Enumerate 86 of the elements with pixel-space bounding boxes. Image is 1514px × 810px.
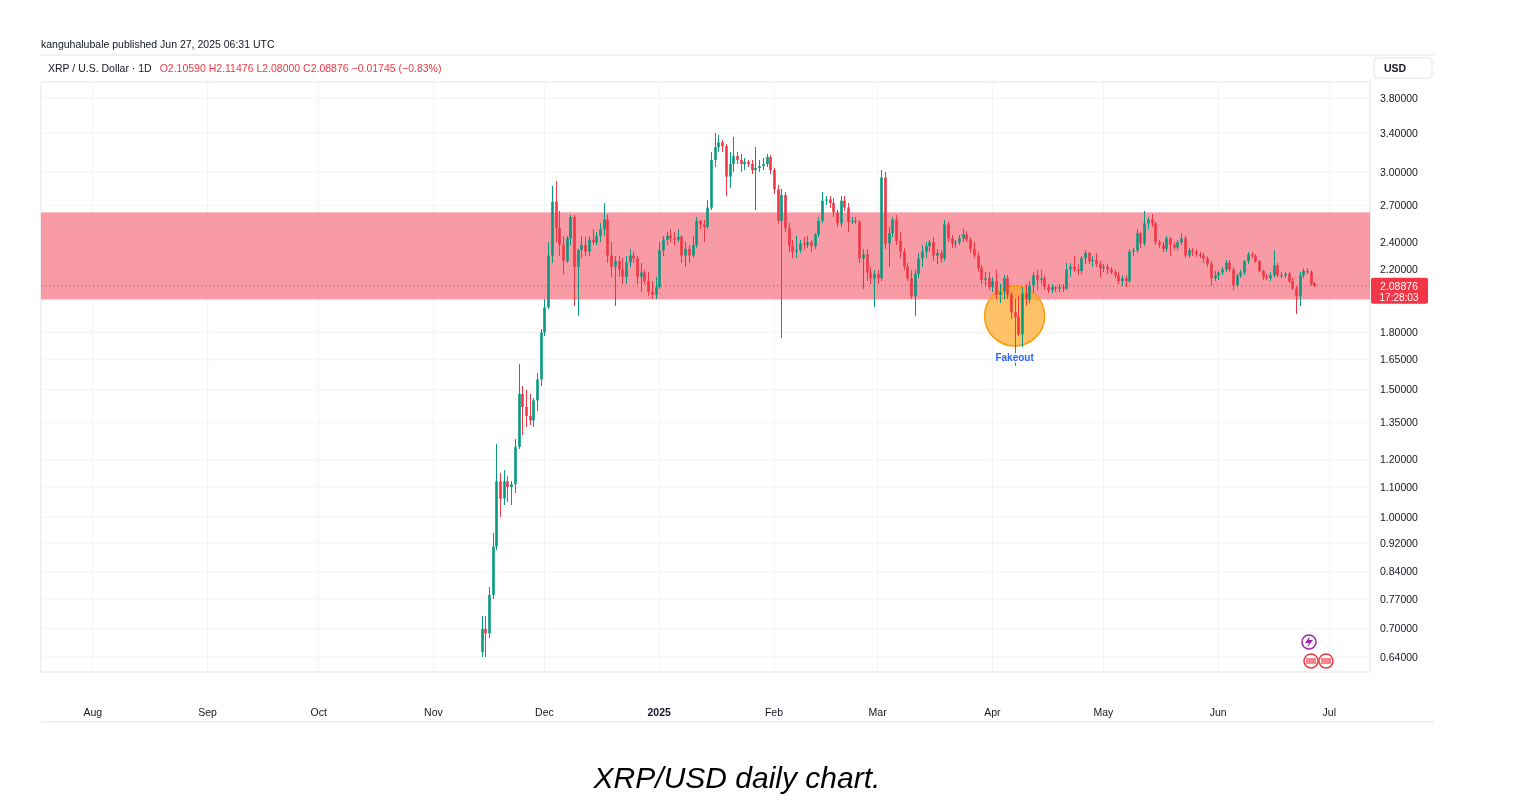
candlestick <box>873 269 876 308</box>
text: kanguhalubale published Jun 27, 2025 06:31 UTC <box>41 38 275 50</box>
x-tick-label: Jun <box>1209 706 1227 718</box>
candlestick <box>680 234 683 264</box>
y-tick-label: 2.20000 <box>1380 263 1419 276</box>
candlestick <box>503 469 506 506</box>
candlestick <box>899 231 902 259</box>
candlestick <box>1169 236 1172 257</box>
candlestick <box>773 167 776 195</box>
candlestick <box>499 472 502 518</box>
candlestick <box>995 269 998 300</box>
candlestick <box>536 372 539 412</box>
candlestick <box>1080 255 1083 275</box>
text: 17:28:03 <box>1379 291 1419 303</box>
candlestick <box>610 241 613 278</box>
x-tick-label: Feb <box>764 706 784 718</box>
candlestick <box>1232 266 1235 291</box>
candlestick <box>795 235 798 259</box>
candlestick <box>481 615 484 658</box>
candlestick <box>521 385 524 436</box>
y-tick-label: 0.64000 <box>1380 650 1419 663</box>
candlestick <box>947 221 950 243</box>
y-tick-label: 3.40000 <box>1380 126 1419 139</box>
y-tick-label: 1.50000 <box>1380 383 1419 396</box>
y-tick-label: 1.10000 <box>1380 480 1419 493</box>
candlestick <box>603 202 606 237</box>
candlestick <box>525 389 528 428</box>
x-tick-label: Nov <box>424 706 444 718</box>
y-tick-label: 1.80000 <box>1380 326 1419 339</box>
x-tick-label: Mar <box>868 706 888 718</box>
candlestick <box>529 393 532 426</box>
candlestick <box>866 248 869 282</box>
candlestick <box>510 480 513 506</box>
y-tick-label: 1.35000 <box>1380 416 1419 429</box>
y-axis-title: USD <box>1384 62 1407 74</box>
y-tick-label: 2.70000 <box>1380 198 1419 211</box>
candlestick <box>625 255 628 285</box>
candlestick <box>662 235 665 257</box>
candlestick <box>506 475 509 503</box>
x-tick-label: Jul <box>1322 706 1336 718</box>
candlestick <box>1299 271 1302 307</box>
candlestick <box>684 241 687 268</box>
candlestick <box>562 235 565 275</box>
x-tick-label: 2025 <box>647 706 672 718</box>
candlestick <box>821 191 824 224</box>
y-tick-label: 2.40000 <box>1380 235 1419 248</box>
y-tick-label: 0.70000 <box>1380 622 1419 635</box>
candlestick <box>999 283 1002 304</box>
candlestick <box>706 199 709 230</box>
x-tick-label: May <box>1093 706 1115 718</box>
y-tick-label: 0.77000 <box>1380 592 1419 605</box>
candlestick <box>599 222 602 243</box>
x-tick-label: Dec <box>535 706 554 718</box>
candlestick <box>621 257 624 285</box>
candlestick <box>614 255 617 307</box>
y-tick-label: 0.84000 <box>1380 565 1419 578</box>
text: XRP/USD daily chart. <box>592 761 881 794</box>
candlestick <box>1295 285 1298 315</box>
candlestick <box>1184 235 1187 259</box>
candlestick <box>584 236 587 257</box>
chart-subtitle: O2.10590 H2.11476 L2.08000 C2.08876 −0.01745 (−0.83%) <box>159 62 442 74</box>
candlestick <box>588 235 591 257</box>
candlestick <box>1036 269 1039 291</box>
candlestick <box>921 244 924 268</box>
candlestick <box>895 214 898 246</box>
candlestick <box>1010 291 1013 320</box>
candlestick <box>1032 271 1035 294</box>
x-tick-label: Sep <box>198 706 218 718</box>
candlestick <box>847 202 850 233</box>
candlestick <box>1143 210 1146 247</box>
y-tick-label: 1.65000 <box>1380 353 1419 366</box>
y-tick-label: 1.20000 <box>1380 453 1419 466</box>
y-tick-label: 1.00000 <box>1380 510 1419 523</box>
candlestick <box>1028 280 1031 304</box>
candlestick <box>532 397 535 428</box>
chart-title: XRP / U.S. Dollar · 1D <box>48 62 153 74</box>
x-tick-label: Oct <box>310 706 327 718</box>
candlestick <box>703 219 706 243</box>
candlestick <box>862 248 865 290</box>
ref-line-label: 2.08876 <box>1380 279 1419 292</box>
y-tick-label: 3.00000 <box>1380 165 1419 178</box>
x-tick-label: Apr <box>984 706 1002 718</box>
candlestick <box>932 236 935 262</box>
x-tick-label: Aug <box>83 706 103 718</box>
y-tick-label: 3.80000 <box>1380 91 1419 104</box>
y-tick-label: 0.92000 <box>1380 536 1419 549</box>
